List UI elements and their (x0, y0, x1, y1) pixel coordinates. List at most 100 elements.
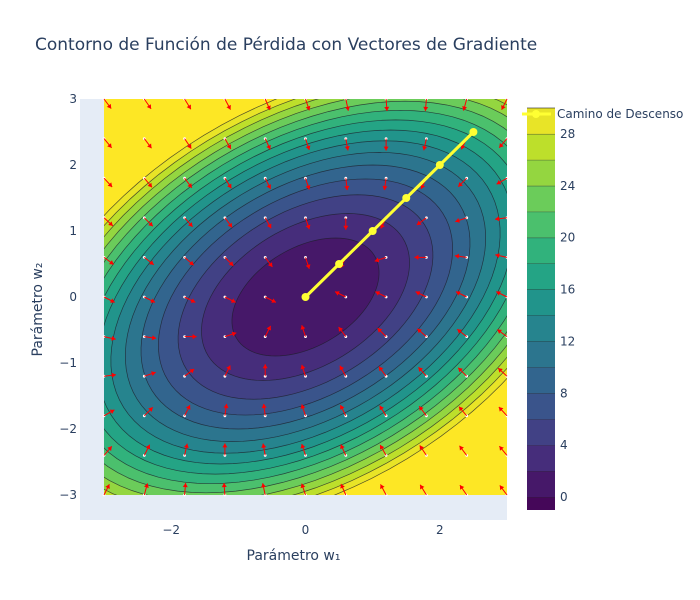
gradient-arrow-head (496, 291, 501, 296)
gradient-arrow-head (266, 105, 271, 110)
colorbar-band (527, 185, 555, 212)
contour-line (104, 129, 507, 465)
gradient-arrow-head (498, 407, 504, 412)
gradient-arrow-head (188, 222, 193, 227)
gradient-arrow-head (187, 183, 192, 188)
gradient-arrow-head (266, 325, 272, 331)
gradient-arrow-head (339, 365, 344, 371)
colorbar-band (527, 315, 555, 342)
gradient-arrow-head (495, 253, 500, 259)
gradient-arrow-head (501, 105, 506, 110)
legend[interactable]: Camino de Descenso (522, 107, 683, 121)
gradient-arrow-head (186, 104, 191, 110)
gradient-arrow-head (185, 405, 191, 410)
gradient-arrow-head (419, 445, 425, 451)
gradient-arrow-head (108, 221, 113, 226)
gradient-arrow-head (147, 182, 153, 188)
gradient-arrow-head (416, 220, 422, 225)
contour-line (231, 237, 380, 357)
gradient-arrow-head (106, 103, 112, 109)
gradient-arrow-head (374, 257, 380, 263)
colorbar-band (527, 393, 555, 420)
gradient-arrow-head (340, 484, 345, 489)
x-tick-label: −2 (162, 523, 180, 537)
gradient-arrow-head (228, 261, 234, 266)
gradient-arrow-head (231, 331, 237, 337)
colorbar-band (527, 237, 555, 264)
gradient-arrow-head (261, 483, 266, 488)
contour-line (104, 100, 507, 494)
colorbar-tick-label: 16 (560, 283, 575, 297)
contour-line (158, 178, 453, 416)
colorbar-tick-label: 24 (560, 179, 575, 193)
colorbar: 0 4 8 12 16 20 24 28 (527, 107, 575, 510)
y-tick-label: −3 (59, 488, 77, 502)
gradient-arrow-head (261, 443, 267, 448)
gradient-arrow-head (266, 144, 271, 150)
gradient-arrow-head (497, 329, 502, 334)
gradient-arrow-head (499, 143, 504, 148)
gradient-arrow-head (268, 262, 273, 267)
gradient-arrow-head (192, 334, 197, 340)
gradient-arrow-head (146, 104, 152, 109)
gradient-arrow-head (105, 484, 110, 489)
descent-path-point (368, 227, 377, 235)
y-tick-label: −1 (59, 356, 77, 370)
gradient-arrow-head (145, 444, 151, 450)
gradient-arrow-head (150, 298, 156, 303)
gradient-arrow-head (148, 407, 153, 412)
gradient-arrow-head (339, 405, 345, 410)
colorbar-band (527, 263, 555, 290)
x-axis-ticks: −2 0 2 (162, 523, 443, 537)
y-tick-label: 1 (69, 224, 77, 238)
colorbar-band (527, 497, 555, 510)
colorbar-tick-label: 28 (560, 127, 575, 141)
colorbar-band (527, 341, 555, 368)
colorbar-band (527, 211, 555, 238)
gradient-arrow-head (226, 144, 232, 150)
x-tick-label: 0 (302, 523, 310, 537)
gradient-arrow-head (344, 146, 350, 151)
gradient-arrow-head (455, 217, 460, 223)
gradient-arrow-head (107, 143, 112, 148)
gradient-arrow-head (340, 444, 345, 450)
gradient-arrow-head (422, 145, 428, 151)
gradient-arrow-head (495, 216, 500, 222)
gradient-arrow-head (458, 406, 464, 412)
gradient-arrow-head (499, 485, 505, 491)
gradient-arrow-head (148, 221, 153, 227)
gradient-arrow-head (462, 106, 468, 111)
gradient-arrow-head (143, 483, 149, 488)
gradient-arrow-head (267, 223, 272, 229)
colorbar-tick-label: 20 (560, 231, 575, 245)
x-axis-label: Parámetro w₁ (247, 548, 341, 564)
gradient-arrow-head (380, 484, 385, 490)
gradient-arrow-head (189, 369, 195, 374)
gradient-arrow-head (338, 327, 343, 332)
gradient-arrow-head (110, 298, 115, 303)
y-axis-label: Parámetro w₂ (30, 263, 46, 357)
gradient-arrow-head (151, 371, 156, 377)
gradient-arrow-head (378, 366, 384, 372)
gradient-arrow-head (222, 443, 228, 448)
contour-line (124, 152, 487, 442)
gradient-arrow-head (221, 483, 227, 488)
gradient-arrow-head (459, 445, 464, 451)
descent-path-point (402, 194, 411, 202)
gradient-arrow-head (305, 145, 311, 150)
gradient-arrow-head (379, 444, 385, 450)
contour-line (104, 109, 507, 485)
gradient-arrow-head (111, 372, 116, 378)
gradient-arrow-head (375, 291, 381, 296)
gradient-arrow-head (420, 484, 425, 490)
gradient-arrow-head (343, 225, 349, 230)
gradient-arrow-head (227, 183, 232, 189)
gradient-arrow-head (261, 403, 267, 409)
gradient-arrow-head (109, 260, 114, 265)
gradient-arrow-head (305, 185, 311, 190)
contour-line (177, 194, 434, 400)
gradient-arrow-head (383, 146, 389, 151)
gradient-arrow-head (414, 254, 419, 260)
contour-line (201, 213, 410, 381)
